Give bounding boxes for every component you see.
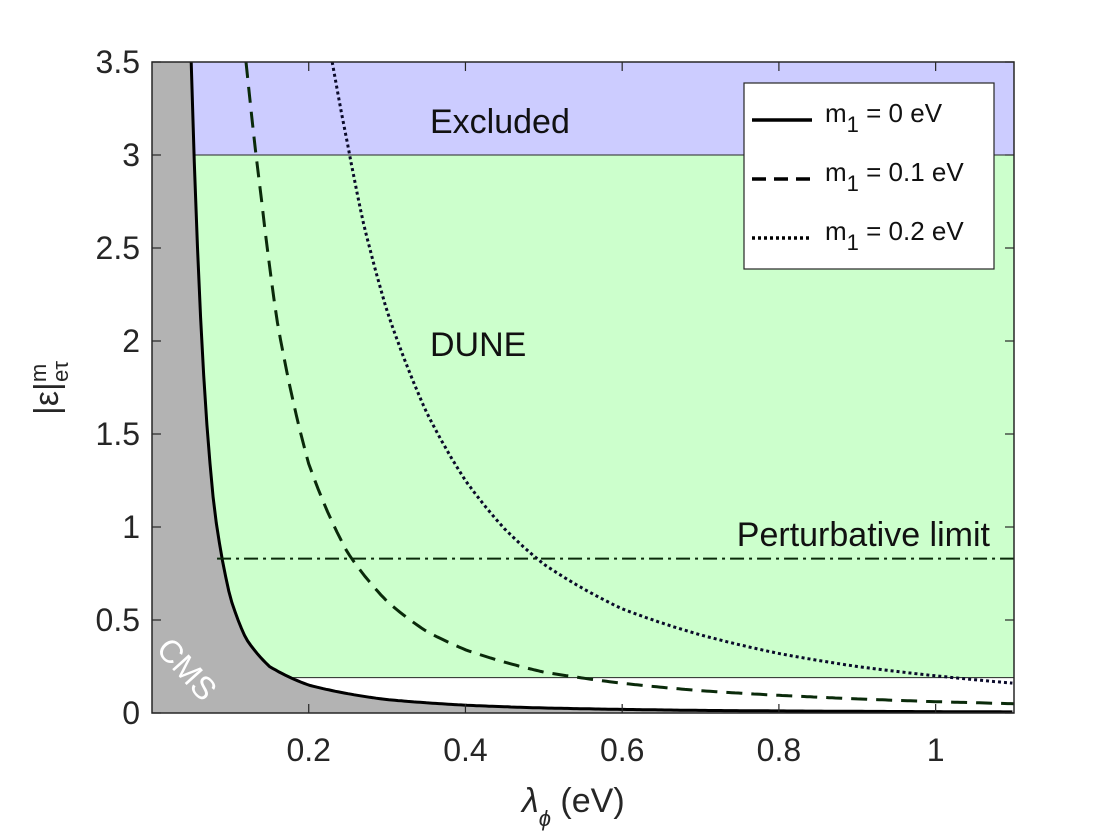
y-tick-label-1: 0.5: [96, 602, 140, 638]
y-tick-label-2: 1: [122, 509, 140, 545]
plot-frame: [151, 61, 1015, 714]
y-axis-label: |ε|meτ: [26, 361, 73, 415]
legend-entry-1: m1 = 0.1 eV: [825, 157, 964, 196]
x-tick-label-1: 0.4: [443, 732, 487, 768]
x-tick-label-4: 1: [927, 732, 945, 768]
series-lines: [189, 62, 1014, 713]
y-tick-label-4: 2: [122, 323, 140, 359]
legend-entry-0: m1 = 0 eV: [825, 98, 943, 137]
x-tick-label-0: 0.2: [286, 732, 330, 768]
cms-region: [152, 62, 1014, 713]
series-line-0: [189, 62, 1013, 713]
x-tick-label-3: 0.8: [757, 732, 801, 768]
excluded-label: Excluded: [430, 103, 570, 141]
series-line-2: [330, 62, 1013, 685]
axis-ticks: 0.2 0.4 0.6 0.8 1 0 0.5 1 1.5 2 2.5 3 3.5: [96, 44, 1014, 768]
legend-entry-2: m1 = 0.2 eV: [825, 216, 964, 255]
series-line-1: [244, 62, 1014, 706]
perturbative-limit-label: Perturbative limit: [737, 516, 991, 554]
y-tick-label-0: 0: [122, 695, 140, 731]
x-axis-label: λϕ (eV): [520, 782, 625, 831]
legend: m1 = 0 eV m1 = 0.1 eV m1 = 0.2 eV: [743, 82, 995, 270]
y-tick-label-6: 3: [122, 137, 140, 173]
y-tick-label-3: 1.5: [96, 416, 140, 452]
dune-label: DUNE: [430, 326, 526, 364]
y-tick-label-7: 3.5: [96, 44, 140, 80]
x-tick-label-2: 0.6: [600, 732, 644, 768]
legend-box: [743, 82, 995, 270]
y-tick-label-5: 2.5: [96, 230, 140, 266]
